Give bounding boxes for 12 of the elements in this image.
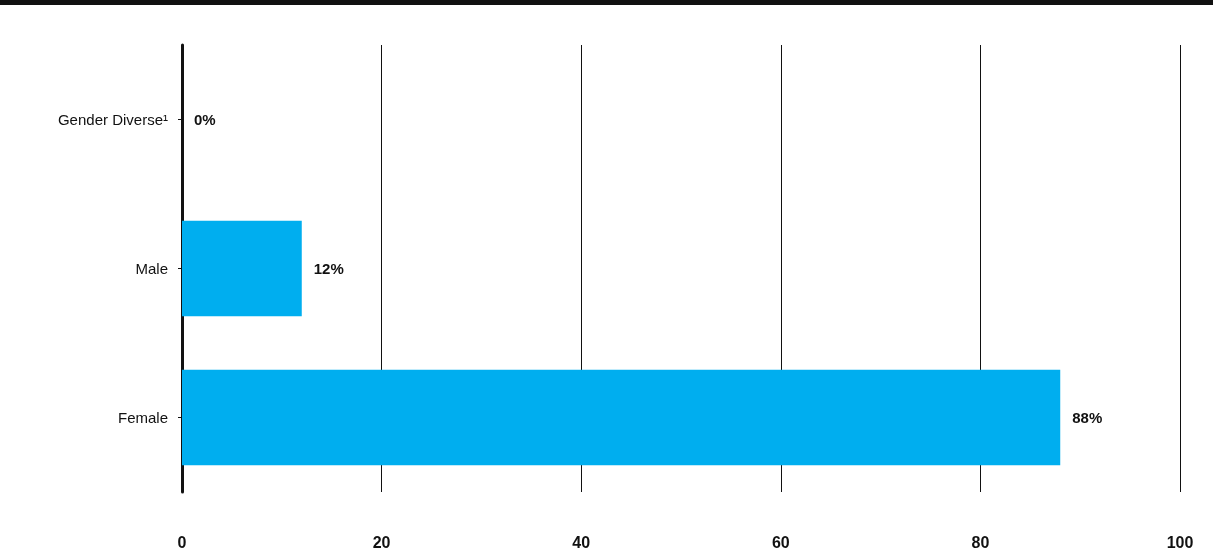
data-label: 12% [313,260,344,277]
x-tick-label: 20 [372,533,391,551]
data-label: 88% [1072,409,1103,426]
y-tick-label: Gender Diverse¹ [57,111,168,128]
data-label: 0% [194,111,216,128]
x-tick-label: 0 [177,533,187,551]
x-tick-label: 40 [572,533,591,551]
y-tick-label: Male [135,260,168,277]
x-tick-label: 60 [771,533,790,551]
y-tick-label: Female [117,409,168,426]
x-tick-label: 80 [971,533,990,551]
x-tick-label: 100 [1166,533,1194,551]
